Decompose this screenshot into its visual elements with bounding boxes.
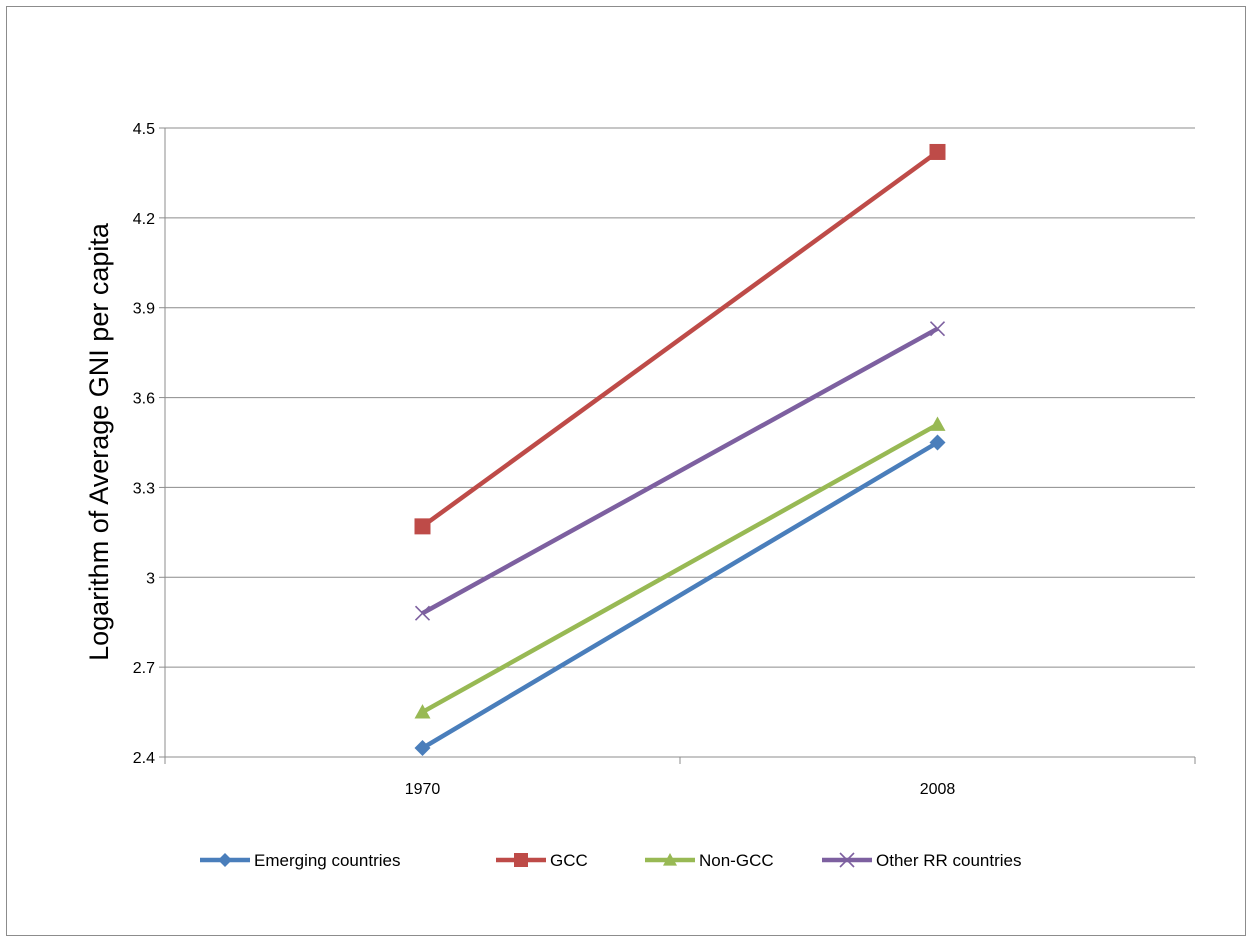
series-emerging-countries: [414, 434, 946, 757]
y-tick-labels: 2.4 2.7 3 3.3 3.6 3.9 4.2 4.5: [133, 121, 155, 767]
data-point-square: [929, 143, 946, 160]
series-line: [421, 150, 939, 529]
y-tick-label: 3.9: [133, 301, 155, 318]
y-axis-label: Logarithm of Average GNI per capita: [84, 222, 114, 661]
y-tick-label: 3.3: [133, 480, 155, 497]
y-tick-label: 3: [146, 570, 155, 587]
y-tick-label: 2.4: [133, 750, 155, 767]
chart-frame: [6, 6, 1246, 936]
x-tick-label: 2008: [920, 781, 956, 798]
legend-item: Emerging countries: [200, 851, 400, 870]
y-tick-label: 2.7: [133, 660, 155, 677]
data-point-x: [414, 605, 431, 621]
legend-label: Non-GCC: [699, 851, 774, 870]
x-tick-label: 1970: [405, 781, 441, 798]
data-point-square: [514, 853, 528, 867]
series-other-rr-countries: [414, 321, 946, 621]
series-line: [421, 440, 939, 750]
legend-label: Other RR countries: [876, 851, 1022, 870]
gridlines: [165, 127, 1195, 668]
legend: Emerging countries GCC Non-GCC Other RR cou…: [200, 851, 1022, 870]
legend-label: Emerging countries: [254, 851, 400, 870]
data-point-diamond: [218, 853, 232, 867]
legend-item: GCC: [496, 851, 588, 870]
data-point-diamond: [414, 740, 431, 757]
x-tick-labels: 1970 2008: [405, 781, 956, 798]
y-tick-label: 3.6: [133, 391, 155, 408]
legend-label: GCC: [550, 851, 588, 870]
y-tick-label: 4.5: [133, 121, 155, 138]
series-non-gcc: [414, 416, 946, 719]
series-line: [421, 326, 939, 616]
legend-item: Other RR countries: [822, 851, 1022, 870]
series-line: [421, 422, 939, 715]
data-point-diamond: [929, 434, 946, 451]
data-point-triangle: [414, 704, 431, 719]
series-gcc: [414, 143, 946, 535]
legend-item: Non-GCC: [645, 851, 774, 870]
data-point-square: [414, 518, 431, 535]
data-point-triangle: [929, 416, 946, 431]
y-tick-label: 4.2: [133, 211, 155, 228]
data-point-x: [839, 852, 855, 868]
series-lines: [414, 143, 946, 757]
axes: [159, 127, 1196, 764]
data-point-x: [929, 321, 946, 337]
data-point-triangle: [663, 853, 677, 866]
